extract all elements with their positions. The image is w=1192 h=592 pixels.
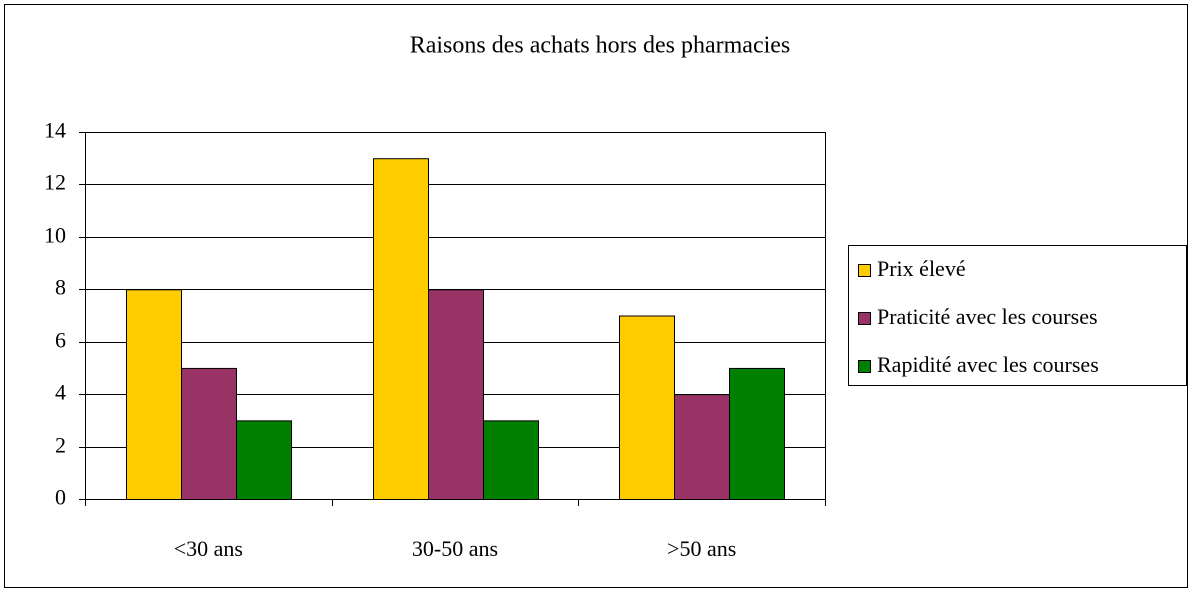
x-tick-label: >50 ans [667,536,736,561]
bar [181,367,237,500]
y-tick-label: 14 [44,118,66,143]
y-tick-label: 0 [55,485,66,510]
legend-swatch [858,360,871,373]
legend-box [848,245,1187,386]
bar [619,315,675,500]
y-tick-label: 2 [55,433,66,458]
bar [236,420,292,501]
bar [674,394,730,500]
legend-label: Prix élevé [877,256,966,281]
y-tick-label: 4 [55,380,66,405]
bar [729,367,785,500]
y-tick-label: 12 [44,170,66,195]
legend-swatch [858,264,871,277]
legend-swatch [858,312,871,325]
legend-label: Praticité avec les courses [877,304,1098,329]
x-tick-label: 30-50 ans [412,536,498,561]
y-tick-label: 8 [55,275,66,300]
x-tick-label: <30 ans [174,536,243,561]
bar [373,158,429,500]
y-tick-label: 6 [55,328,66,353]
bar [428,289,484,500]
y-tick-label: 10 [44,223,66,248]
legend-label: Rapidité avec les courses [877,352,1099,377]
bar [483,420,539,501]
bar [126,289,182,500]
chart-title: Raisons des achats hors des pharmacies [410,33,791,59]
